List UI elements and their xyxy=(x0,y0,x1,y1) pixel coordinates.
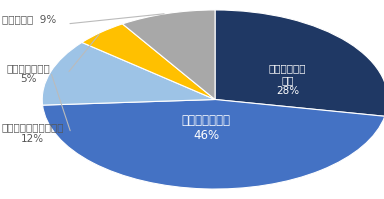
Wedge shape xyxy=(43,100,384,189)
Wedge shape xyxy=(215,10,384,116)
Text: 非常に良いと
思う
28%: 非常に良いと 思う 28% xyxy=(269,63,306,96)
Text: わからない  9%: わからない 9% xyxy=(2,14,56,24)
Wedge shape xyxy=(82,24,215,100)
Wedge shape xyxy=(122,10,215,100)
Text: 良いと思わない
5%: 良いと思わない 5% xyxy=(7,63,51,84)
Text: あまり良いと思わない
12%: あまり良いと思わない 12% xyxy=(2,123,64,144)
Wedge shape xyxy=(42,42,215,105)
Text: まあ良いと思う
46%: まあ良いと思う 46% xyxy=(182,114,231,142)
